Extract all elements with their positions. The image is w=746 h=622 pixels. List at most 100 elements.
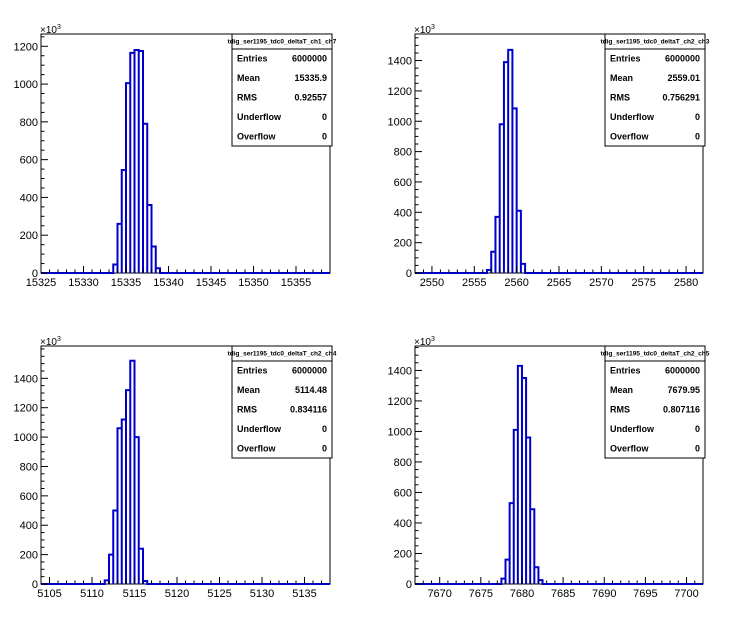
stats-label: Underflow (237, 112, 282, 122)
y-multiplier-exponent: 3 (57, 24, 61, 31)
stats-value: 15335.9 (294, 73, 327, 83)
y-tick-label: 400 (394, 207, 412, 219)
stats-value: 6000000 (292, 54, 327, 64)
y-multiplier-exponent: 3 (431, 24, 435, 31)
x-tick-label: 5115 (123, 588, 147, 600)
y-tick-label: 1200 (388, 396, 412, 408)
x-tick-label: 15350 (238, 277, 269, 289)
y-tick-label: 600 (20, 491, 38, 503)
y-tick-label: 600 (394, 177, 412, 189)
x-tick-label: 2580 (674, 277, 698, 289)
stats-value: 0.756291 (662, 93, 700, 103)
x-tick-label: 2565 (547, 277, 571, 289)
y-tick-label: 800 (20, 117, 38, 129)
stats-box: tdig_ser1195_tdc0_deltaT_ch2_ch3 Entries 6… (601, 33, 710, 147)
stats-box: tdig_ser1195_tdc0_deltaT_ch2_ch4 Entries 6… (228, 345, 337, 459)
y-tick-label: 0 (406, 579, 412, 591)
y-tick-label: 1200 (388, 86, 412, 98)
stats-label: Mean (237, 73, 260, 83)
stats-box-frame (231, 33, 333, 147)
stats-label: RMS (610, 93, 630, 103)
stats-value: 5114.48 (295, 385, 327, 395)
x-tick-label: 7700 (674, 588, 698, 600)
stats-value: 2559.01 (667, 73, 700, 83)
stats-title: tdig_ser1195_tdc0_deltaT_ch2_ch5 (601, 351, 710, 358)
x-tick-label: 15330 (68, 277, 99, 289)
stats-box: tdig_ser1195_tdc0_deltaT_ch1_ch7 Entries 6… (228, 33, 337, 147)
y-tick-label: 400 (20, 520, 38, 532)
stats-value: 6000000 (665, 366, 700, 376)
stats-title: tdig_ser1195_tdc0_deltaT_ch1_ch7 (228, 39, 337, 46)
stats-label: RMS (237, 405, 257, 415)
y-tick-label: 1000 (14, 432, 38, 444)
y-tick-label: 1400 (388, 56, 412, 68)
stats-value: 6000000 (665, 54, 700, 64)
stats-value: 0 (695, 443, 700, 453)
stats-label: Overflow (610, 131, 650, 141)
stats-label: Underflow (237, 424, 282, 434)
histogram-panel-3: 5105 5110 5115 5120 5125 5130 5135 0 200 400 600 80… (14, 336, 337, 600)
x-tick-label: 15345 (196, 277, 227, 289)
y-tick-label: 600 (20, 155, 38, 167)
stats-value: 6000000 (292, 366, 327, 376)
stats-value: 0 (322, 112, 327, 122)
stats-value: 0.834116 (290, 405, 327, 415)
x-tick-label: 5120 (165, 588, 189, 600)
stats-value: 7679.95 (667, 385, 700, 395)
x-tick-label: 15355 (281, 277, 312, 289)
stats-label: RMS (237, 93, 257, 103)
x-tick-label: 7680 (510, 588, 534, 600)
x-tick-label: 7685 (551, 588, 575, 600)
y-tick-label: 800 (394, 457, 412, 469)
x-tick-label: 2550 (420, 277, 444, 289)
histogram-line (41, 49, 330, 274)
y-multiplier-label: ×103 (40, 336, 61, 348)
y-tick-label: 400 (20, 192, 38, 204)
stats-label: Entries (237, 366, 268, 376)
y-tick-label: 1400 (388, 365, 412, 377)
x-tick-label: 7690 (592, 588, 616, 600)
stats-value: 0.807116 (663, 405, 700, 415)
stats-label: Overflow (237, 131, 277, 141)
stats-value: 0 (695, 112, 700, 122)
stats-title: tdig_ser1195_tdc0_deltaT_ch2_ch3 (601, 39, 710, 46)
y-multiplier-label: ×103 (414, 336, 435, 348)
stats-label: Underflow (610, 112, 655, 122)
y-multiplier-exponent: 3 (57, 336, 61, 343)
x-tick-label: 15325 (26, 277, 57, 289)
y-multiplier-label: ×103 (414, 24, 435, 36)
x-tick-label: 2570 (589, 277, 613, 289)
histogram-line (415, 48, 703, 274)
x-tick-label: 5105 (37, 588, 61, 600)
x-tick-label: 5125 (207, 588, 231, 600)
x-tick-label: 2560 (504, 277, 528, 289)
stats-value: 0 (695, 131, 700, 141)
x-tick-label: 7695 (633, 588, 657, 600)
x-tick-label: 5130 (250, 588, 274, 600)
stats-label: Underflow (610, 424, 655, 434)
x-tick-label: 5135 (292, 588, 316, 600)
stats-value: 0.92557 (294, 93, 327, 103)
x-tick-label: 2555 (462, 277, 486, 289)
histogram-panel-4: 7670 7675 7680 7685 7690 7695 7700 0 200 400 600 80… (388, 336, 710, 600)
stats-label: Mean (610, 73, 633, 83)
stats-box: tdig_ser1195_tdc0_deltaT_ch2_ch5 Entries 6… (601, 345, 710, 459)
y-tick-label: 400 (394, 518, 412, 530)
stats-value: 0 (322, 443, 327, 453)
y-tick-label: 1400 (14, 373, 38, 385)
stats-label: Entries (610, 366, 641, 376)
stats-box-frame (231, 345, 333, 459)
histogram-panel-1: 15325 15330 15335 15340 15345 15350 15355 0 200 4… (14, 24, 337, 289)
stats-label: Entries (237, 54, 268, 64)
stats-label: RMS (610, 405, 630, 415)
y-tick-label: 200 (20, 230, 38, 242)
y-tick-label: 1200 (14, 41, 38, 53)
stats-box-frame (604, 345, 706, 459)
x-tick-label: 15335 (111, 277, 142, 289)
x-tick-label: 7675 (469, 588, 493, 600)
y-tick-label: 1000 (388, 116, 412, 128)
x-tick-label: 7670 (427, 588, 451, 600)
y-tick-label: 800 (20, 461, 38, 473)
y-tick-label: 200 (394, 238, 412, 250)
